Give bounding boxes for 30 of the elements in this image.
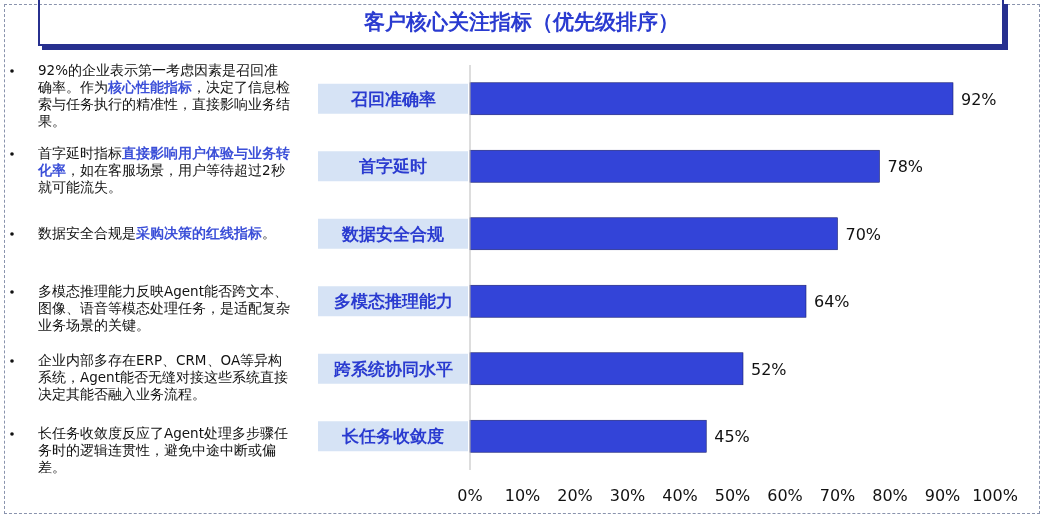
chart-title: 客户核心关注指标（优先级排序） — [38, 0, 1004, 46]
x-tick-label: 30% — [609, 486, 646, 505]
data-label: 92% — [961, 89, 997, 109]
x-tick-label: 90% — [924, 486, 961, 505]
x-tick-label: 10% — [504, 486, 541, 505]
x-tick-label: 20% — [557, 486, 593, 505]
text: 数据安全合规是采购决策的红线指标。 — [37, 225, 276, 242]
text: 92%的企业表示第一考虑因素是召回准确率。作为核心性能指标，决定了信息检索与任务执行的精准性，直接影响业务结果。 — [37, 62, 290, 130]
text: 长任务收敛度反应了Agent处理多步骤任务时的逻辑连贯性，避免中途中断或偏差。 — [37, 425, 289, 476]
x-tick-label: 80% — [872, 486, 908, 505]
x-tick-label: 60% — [767, 486, 803, 505]
x-tick-label: 70% — [819, 486, 856, 505]
x-tick-label: 50% — [714, 486, 751, 505]
text: 首字延时指标直接影响用户体验与业务转化率，如在客服场景，用户等待超过2秒就可能流失。 — [38, 145, 290, 195]
y-tick-label: 召回准确率 — [349, 88, 436, 109]
y-tick-label: 多模态推理能力 — [333, 291, 453, 312]
x-tick-label: 40% — [662, 486, 698, 505]
data-label: 45% — [714, 427, 750, 447]
data-label: 78% — [887, 157, 924, 177]
y-tick-label: 长任务收敛度 — [341, 426, 444, 447]
data-label: 64% — [814, 292, 850, 312]
x-tick-label: 0% — [457, 486, 483, 505]
data-label: 70% — [845, 224, 882, 244]
text: 企业内部多存在ERP、CRM、OA等异构系统，Agent能否无缝对接这些系统直接决定其能否融入业务流程。 — [37, 352, 289, 403]
y-tick-label: 数据安全合规 — [341, 223, 445, 244]
x-tick-label: 100% — [972, 486, 1018, 505]
y-tick-label: 跨系统协同水平 — [332, 358, 453, 379]
text: 多模态推理能力反映Agent能否跨文本、图像、语音等模态处理任务，是适配复杂业务场景的关键。 — [37, 283, 290, 334]
data-label: 52% — [751, 359, 787, 379]
y-tick-label: 首字延时 — [358, 156, 427, 177]
